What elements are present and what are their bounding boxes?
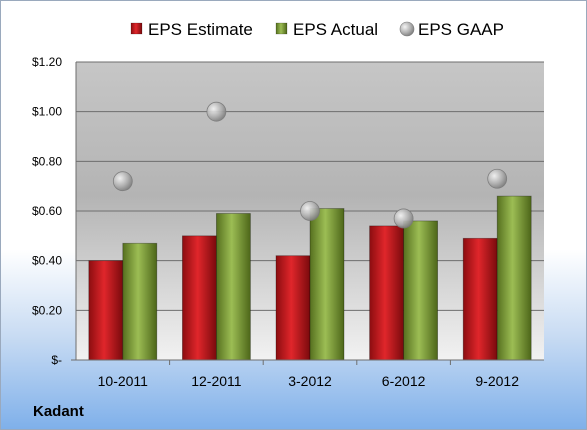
eps-actual-bar (403, 220, 439, 361)
eps-gaap-point (300, 201, 320, 221)
axes: $- $0.20 $0.40 $0.60 $0.80 $1.00 $1.20 10-2011 1… (32, 55, 544, 389)
legend-swatch (275, 22, 288, 35)
company-name: Kadant (33, 403, 84, 420)
x-tick-label: 9-2012 (475, 373, 519, 389)
eps-gaap-point (112, 171, 133, 192)
y-tick-label: $0.80 (32, 154, 62, 168)
y-tick-label: $0.40 (32, 254, 62, 268)
y-tick-label: $- (51, 353, 62, 367)
legend: EPS Estimate EPS Actual EPS GAAP (130, 20, 504, 39)
eps-estimate-bar (181, 235, 217, 361)
bars (88, 195, 532, 361)
x-tick-label: 12-2011 (191, 373, 242, 389)
eps-actual-bar (309, 208, 345, 361)
legend-swatch (399, 21, 415, 37)
gaap-points (112, 101, 508, 229)
x-tick-label: 3-2012 (288, 373, 332, 389)
y-tick-label: $0.20 (32, 303, 62, 317)
eps-gaap-point (393, 208, 414, 229)
x-tick-label: 10-2011 (98, 373, 149, 389)
eps-estimate-bar (369, 225, 405, 361)
eps-gaap-point (487, 168, 508, 189)
eps-estimate-bar (462, 237, 498, 361)
eps-estimate-bar (275, 255, 311, 361)
y-tick-label: $0.60 (32, 204, 62, 218)
eps-actual-bar (215, 213, 251, 361)
y-tick-label: $1.20 (32, 55, 62, 69)
eps-gaap-point (206, 101, 227, 122)
legend-label: EPS Estimate (148, 20, 253, 39)
legend-swatch (130, 22, 143, 35)
y-tick-label: $1.00 (32, 105, 62, 119)
x-tick-label: 6-2012 (382, 373, 426, 389)
eps-actual-bar (122, 242, 158, 361)
legend-label: EPS GAAP (418, 20, 504, 39)
legend-label: EPS Actual (293, 20, 378, 39)
eps-actual-bar (496, 195, 532, 361)
eps-estimate-bar (88, 260, 124, 361)
